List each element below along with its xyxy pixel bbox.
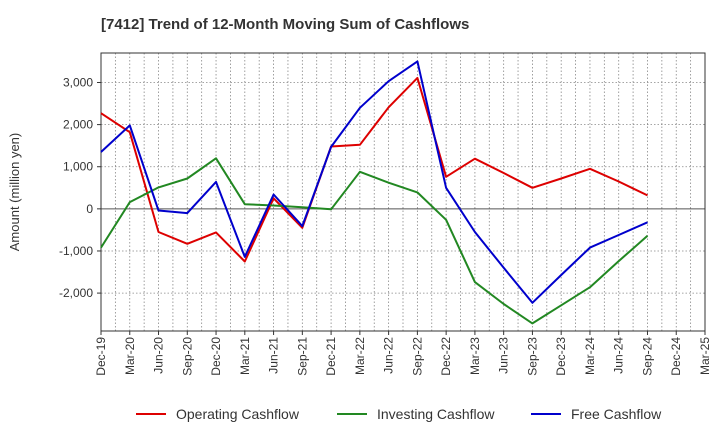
x-tick-label: Mar-23 xyxy=(468,337,482,375)
x-tick-label: Dec-22 xyxy=(439,337,453,376)
x-tick-label: Mar-24 xyxy=(583,337,597,375)
series-line xyxy=(100,157,649,325)
x-tick-label: Dec-19 xyxy=(94,337,108,376)
y-tick-label: 1,000 xyxy=(63,160,93,174)
y-tick-label: 3,000 xyxy=(63,75,93,89)
series-line xyxy=(100,76,648,263)
x-tick-label: Jun-20 xyxy=(152,337,166,374)
x-tick-label: Jun-24 xyxy=(612,337,626,374)
x-tick-label: Mar-22 xyxy=(353,337,367,375)
x-tick-label: Jun-21 xyxy=(267,337,281,374)
x-tick-label: Mar-25 xyxy=(698,337,712,375)
legend: Operating Cashflow Investing Cashflow Free… xyxy=(136,406,662,422)
x-tick-label: Mar-20 xyxy=(123,337,137,375)
x-tick-label: Sep-23 xyxy=(525,337,539,376)
x-tick-label: Sep-20 xyxy=(180,337,194,376)
legend-label: Investing Cashflow xyxy=(377,406,495,422)
x-tick-label: Jun-23 xyxy=(497,337,511,374)
x-tick-label: Dec-24 xyxy=(669,337,683,376)
x-tick-label: Dec-20 xyxy=(209,337,223,376)
legend-label: Operating Cashflow xyxy=(176,406,300,422)
y-tick-label: 0 xyxy=(86,202,93,216)
x-tick-label: Sep-21 xyxy=(295,337,309,376)
y-tick-label: 2,000 xyxy=(63,118,93,132)
y-tick-label: -1,000 xyxy=(59,244,93,258)
y-axis-title: Amount (million yen) xyxy=(7,133,22,252)
legend-label: Free Cashflow xyxy=(571,406,662,422)
y-tick-label: -2,000 xyxy=(59,286,93,300)
series-line xyxy=(100,60,648,304)
x-tick-label: Dec-23 xyxy=(554,337,568,376)
x-tick-label: Dec-21 xyxy=(324,337,338,376)
grid-lines xyxy=(100,53,706,331)
series-lines xyxy=(100,60,649,325)
x-tick-label: Jun-22 xyxy=(382,337,396,374)
chart-title: [7412] Trend of 12-Month Moving Sum of C… xyxy=(101,16,470,33)
x-tick-label: Sep-22 xyxy=(410,337,424,376)
x-tick-label: Sep-24 xyxy=(640,337,654,376)
x-axis: Dec-19 Mar-20 Jun-20 Sep-20 Dec-20 Mar-21 Jun-… xyxy=(94,331,712,376)
x-tick-label: Mar-21 xyxy=(238,337,252,375)
plot-area-border xyxy=(100,52,706,332)
y-axis: 3,000 2,000 1,000 0 -1,000 -2,000 xyxy=(59,75,101,300)
